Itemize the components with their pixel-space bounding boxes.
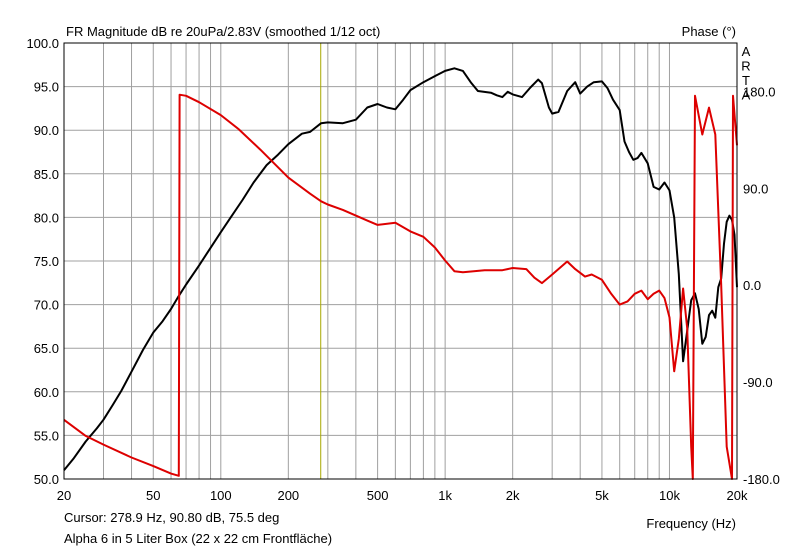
x-tick-label: 5k (595, 488, 609, 503)
x-tick-label: 500 (367, 488, 389, 503)
y-tick-label: 60.0 (34, 385, 59, 400)
y2-tick-label: 90.0 (743, 181, 768, 196)
watermark-letter: A (742, 88, 751, 103)
chart-description: Alpha 6 in 5 Liter Box (22 x 22 cm Front… (64, 531, 333, 546)
y2-tick-label: 180.0 (743, 84, 776, 99)
chart-title: FR Magnitude dB re 20uPa/2.83V (smoothed… (66, 24, 380, 39)
x-tick-label: 100 (210, 488, 232, 503)
y-tick-label: 65.0 (34, 341, 59, 356)
y-tick-label: 55.0 (34, 428, 59, 443)
watermark-letter: A (742, 44, 751, 59)
y-tick-label: 85.0 (34, 167, 59, 182)
right-axis-title: Phase (°) (682, 24, 736, 39)
watermark-letter: T (742, 73, 750, 88)
y2-tick-label: -90.0 (743, 375, 773, 390)
x-tick-label: 20 (57, 488, 71, 503)
series-layer (63, 67, 738, 480)
y-tick-label: 70.0 (34, 298, 59, 313)
axis-ticks: 20 50 100 200 500 1k 2k 5k 10k 20k 100.0 95.0 90.0 85… (26, 36, 779, 503)
plot-frame (63, 42, 738, 480)
phase-series-line (63, 93, 738, 480)
y-tick-label: 80.0 (34, 210, 59, 225)
y2-tick-label: -180.0 (743, 472, 780, 487)
x-tick-label: 50 (146, 488, 160, 503)
x-tick-label: 20k (727, 488, 748, 503)
y2-tick-label: 0.0 (743, 278, 761, 293)
x-tick-label: 2k (506, 488, 520, 503)
cursor-readout: Cursor: 278.9 Hz, 90.80 dB, 75.5 deg (64, 510, 280, 525)
y-tick-label: 90.0 (34, 123, 59, 138)
x-axis-label: Frequency (Hz) (646, 516, 736, 531)
x-tick-label: 10k (659, 488, 680, 503)
x-tick-label: 1k (438, 488, 452, 503)
x-tick-label: 200 (277, 488, 299, 503)
y-tick-label: 75.0 (34, 254, 59, 269)
grid (64, 43, 737, 479)
magnitude-series-line (63, 67, 738, 471)
watermark-letter: R (741, 59, 750, 74)
y-tick-label: 95.0 (34, 80, 59, 95)
y-tick-label: 50.0 (34, 472, 59, 487)
y-tick-label: 100.0 (26, 36, 59, 51)
